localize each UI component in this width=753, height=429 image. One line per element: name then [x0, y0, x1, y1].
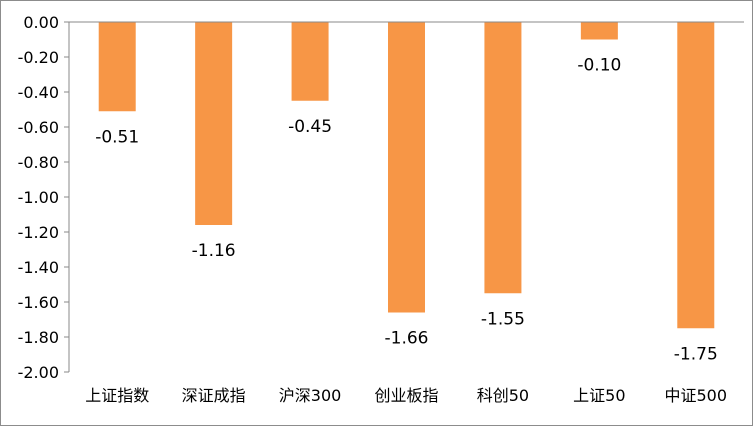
category-label: 上证50 — [573, 386, 625, 405]
data-label: -1.55 — [481, 309, 525, 329]
category-label: 沪深300 — [279, 386, 342, 405]
category-label: 深证成指 — [182, 386, 246, 405]
bar — [388, 22, 425, 313]
category-label: 上证指数 — [85, 386, 149, 405]
data-labels: -0.51 -1.16 -0.45 -1.66 -1.55 -0.10 -1.75 — [95, 56, 718, 365]
axes — [68, 21, 744, 372]
y-tick-label: -1.60 — [18, 293, 59, 312]
bar — [580, 22, 618, 40]
y-tick-label: -0.20 — [18, 48, 59, 67]
y-tick-label: -0.40 — [18, 83, 59, 102]
y-axis-ticks: 0.00 -0.20 -0.40 -0.60 -0.80 -1.00 -1.20 -1.40 -… — [18, 13, 69, 382]
bar — [195, 22, 233, 225]
bar — [484, 22, 522, 294]
data-label: -1.66 — [385, 329, 429, 349]
data-label: -0.51 — [95, 127, 139, 147]
bars — [98, 22, 715, 329]
category-label: 中证500 — [665, 386, 728, 405]
bar — [677, 22, 715, 329]
data-label: -1.75 — [674, 344, 718, 364]
y-tick-label: -1.20 — [18, 223, 59, 242]
y-tick-label: -1.80 — [18, 328, 59, 347]
y-tick-label: -0.60 — [18, 118, 59, 137]
y-tick-label: -1.40 — [18, 258, 59, 277]
y-tick-label: -0.80 — [18, 153, 59, 172]
bar — [291, 22, 329, 101]
y-tick-label: -1.00 — [18, 188, 59, 207]
bar — [98, 22, 136, 112]
category-label: 创业板指 — [374, 386, 438, 405]
y-tick-label: -2.00 — [18, 363, 59, 382]
category-labels: 上证指数 深证成指 沪深300 创业板指 科创50 上证50 中证500 — [85, 386, 727, 405]
data-label: -1.16 — [192, 241, 236, 261]
y-tick-label: 0.00 — [23, 13, 59, 32]
data-label: -0.45 — [288, 117, 332, 137]
category-label: 科创50 — [477, 386, 529, 405]
data-label: -0.10 — [577, 56, 621, 76]
